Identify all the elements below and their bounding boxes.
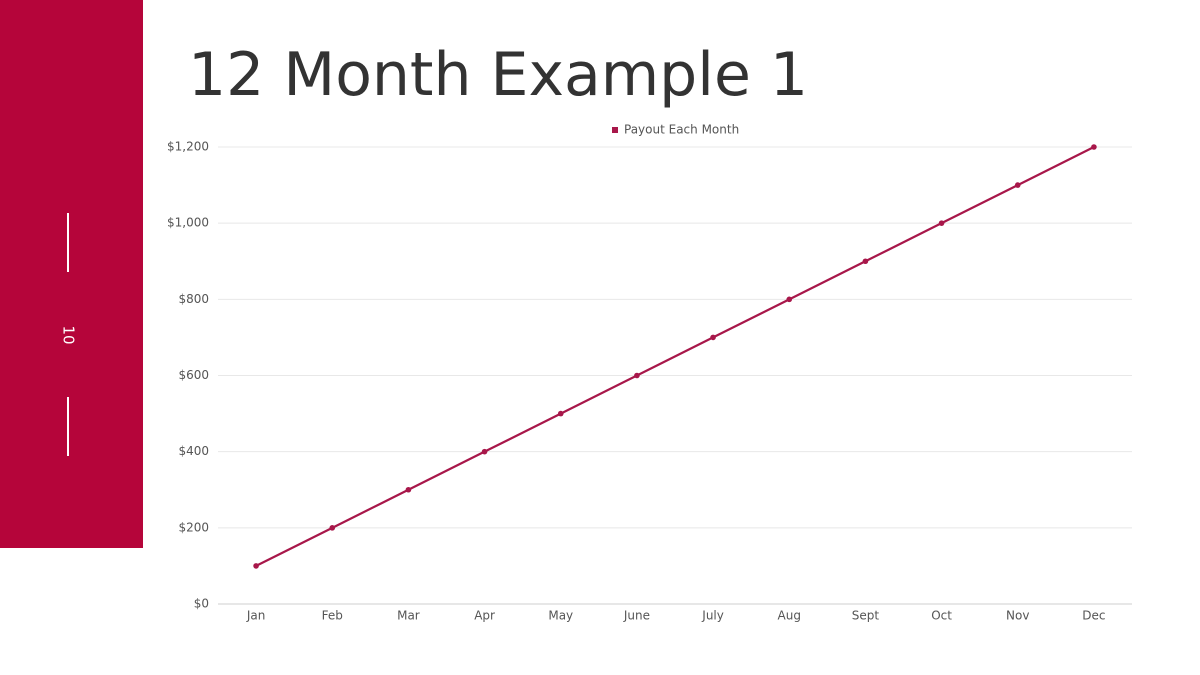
x-tick-label: Nov: [1006, 609, 1029, 623]
point: [405, 486, 412, 493]
line: [255, 146, 1095, 567]
point: [1014, 182, 1021, 188]
point: [862, 258, 869, 265]
point: [710, 334, 716, 341]
x-tick-label: July: [701, 609, 724, 623]
y-tick-label: $0: [194, 597, 209, 611]
y-tick-label: $1,000: [167, 216, 209, 230]
point: [634, 372, 640, 379]
page-number: 10: [60, 325, 78, 344]
point: [329, 525, 336, 531]
x-tick-label: Dec: [1082, 609, 1105, 623]
point: [786, 296, 793, 303]
x-tick-label: Oct: [931, 609, 952, 623]
point: [938, 220, 945, 226]
x-tick-label: Jan: [246, 609, 266, 623]
y-tick-label: $400: [178, 444, 209, 458]
chart-title: 12 Month Example 1: [188, 40, 808, 110]
point: [481, 448, 488, 455]
y-tick-label: $200: [178, 520, 209, 534]
x-tick-label: Mar: [397, 609, 420, 623]
x-tick-label: May: [548, 609, 573, 623]
point: [557, 410, 564, 417]
y-tick-label: $600: [178, 368, 209, 382]
sidebar: [0, 0, 143, 548]
x-tick-label: Aug: [778, 609, 801, 623]
legend-marker: [612, 127, 618, 133]
y-tick-label: $800: [178, 292, 209, 306]
x-tick-label: Apr: [474, 609, 495, 623]
point: [1091, 144, 1097, 150]
y-tick-label: $1,200: [167, 140, 209, 154]
x-tick-label: Sept: [852, 609, 880, 623]
x-tick-label: June: [623, 609, 650, 623]
x-tick-label: Feb: [322, 609, 343, 623]
point: [253, 563, 259, 569]
legend-label: Payout Each Month: [624, 123, 739, 137]
